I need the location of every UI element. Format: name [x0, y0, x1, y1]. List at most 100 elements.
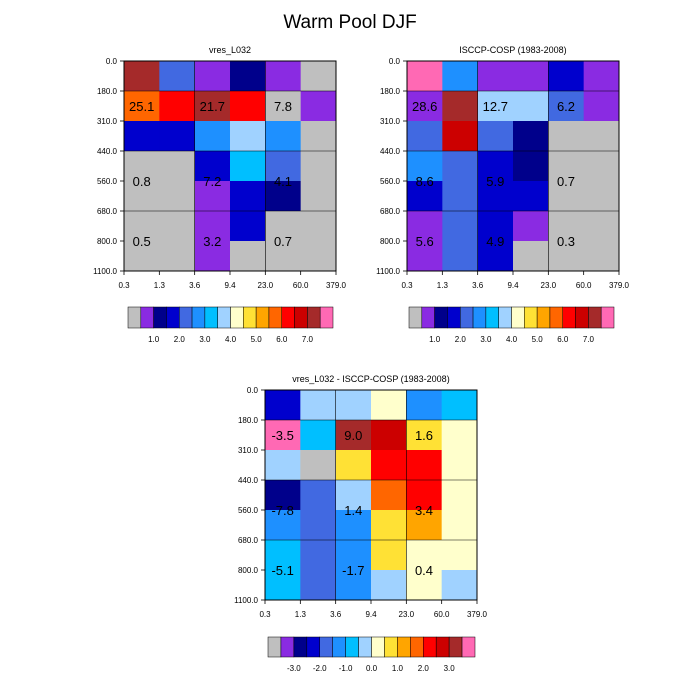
colorbar-swatch: [280, 636, 295, 658]
colorbar-label: 7.0: [583, 335, 595, 344]
heatmap-cell: [548, 61, 585, 92]
heatmap-cell: [371, 540, 407, 571]
data-label: 0.3: [557, 234, 575, 249]
x-tick-label: 23.0: [258, 281, 274, 290]
colorbar-swatch: [267, 636, 282, 658]
colorbar-label: 6.0: [276, 335, 288, 344]
heatmap-cell: [477, 181, 514, 212]
heatmap-cell: [124, 151, 160, 182]
colorbar-swatch: [410, 636, 424, 658]
heatmap-cell: [442, 121, 479, 152]
heatmap-cell: [124, 61, 160, 92]
data-label: 12.7: [483, 99, 508, 114]
y-tick-label: 310.0: [97, 117, 118, 126]
heatmap-cell: [583, 91, 620, 122]
data-label: 28.6: [412, 99, 437, 114]
heatmap-cell: [265, 61, 302, 92]
colorbar-swatch: [293, 636, 308, 658]
x-tick-label: 379.0: [609, 281, 630, 290]
y-tick-label: 800.0: [380, 237, 401, 246]
x-tick-label: 3.6: [189, 281, 201, 290]
y-tick-label: 180.0: [380, 87, 401, 96]
heatmap-cell: [300, 241, 337, 272]
heatmap-cell: [335, 390, 372, 421]
heatmap-cell: [265, 151, 302, 182]
colorbar-swatch: [549, 306, 563, 329]
panel-title: vres_L032: [209, 45, 251, 55]
heatmap-cell: [513, 61, 549, 92]
colorbar-swatch: [447, 306, 461, 329]
data-label: 0.8: [133, 174, 151, 189]
heatmap-cell: [230, 181, 266, 212]
heatmap-cell: [265, 121, 302, 152]
heatmap-cell: [548, 241, 585, 272]
y-tick-label: 440.0: [380, 147, 401, 156]
colorbar-label: 1.0: [429, 335, 441, 344]
y-tick-label: 0.0: [247, 386, 259, 395]
heatmap-cell: [159, 241, 196, 272]
heatmap-cell: [407, 241, 443, 272]
heatmap-cell: [194, 211, 231, 242]
colorbar-label: 1.0: [392, 664, 404, 673]
y-tick-label: 560.0: [380, 177, 401, 186]
heatmap-cell: [442, 91, 479, 122]
colorbar-swatch: [536, 306, 551, 329]
colorbar-swatch: [204, 306, 218, 329]
data-label: 8.6: [416, 174, 434, 189]
heatmap-cell: [124, 91, 160, 122]
heatmap-cell: [335, 510, 372, 541]
colorbar-label: 4.0: [506, 335, 518, 344]
heatmap-panel-2: ISCCP-COSP (1983-2008) 0.0 180.0 310.0 440.0…: [376, 45, 629, 344]
colorbar-swatch: [345, 636, 359, 658]
heatmap-cell: [441, 480, 478, 511]
figure-title: Warm Pool DJF: [283, 12, 417, 33]
colorbar-swatch: [485, 306, 499, 329]
heatmap-cell: [265, 91, 302, 122]
colorbar-swatch: [255, 306, 270, 329]
heatmap-cell: [194, 181, 231, 212]
heatmap-cell: [406, 480, 443, 511]
y-tick-label: 680.0: [238, 536, 259, 545]
heatmap-cell: [371, 480, 407, 511]
heatmap-cell: [407, 151, 443, 182]
heatmap-cell: [335, 480, 372, 511]
colorbar-swatch: [498, 306, 512, 329]
heatmap-cell: [406, 450, 443, 481]
colorbar-swatch: [358, 636, 372, 658]
heatmap-cell: [300, 480, 337, 511]
colorbar-label: 5.0: [532, 335, 544, 344]
heatmap-cell: [265, 390, 301, 421]
heatmap-cell: [300, 570, 337, 601]
x-tick-label: 1.3: [154, 281, 166, 290]
colorbar-label: 3.0: [480, 335, 492, 344]
heatmap-cell: [406, 540, 443, 571]
data-label: 1.6: [415, 428, 433, 443]
heatmap-cell: [513, 241, 549, 272]
heatmap-cell: [513, 151, 549, 182]
colorbar-swatch: [524, 306, 538, 329]
heatmap-cell: [194, 121, 231, 152]
y-tick-label: 560.0: [97, 177, 118, 186]
heatmap-cell: [265, 241, 302, 272]
data-label: 3.2: [203, 234, 221, 249]
colorbar-label: 4.0: [225, 335, 237, 344]
heatmap-cell: [407, 211, 443, 242]
colorbar-swatch: [408, 306, 423, 329]
colorbar-swatch: [179, 306, 193, 329]
x-tick-label: 60.0: [293, 281, 309, 290]
heatmap-cell: [583, 151, 620, 182]
heatmap-cell: [159, 121, 196, 152]
heatmap-cell: [548, 91, 585, 122]
heatmap-cell: [441, 540, 478, 571]
colorbar-swatch: [448, 636, 463, 658]
heatmap-cell: [442, 241, 479, 272]
data-label: 5.9: [486, 174, 504, 189]
heatmap-cell: [265, 480, 301, 511]
data-label: 0.7: [557, 174, 575, 189]
data-label: -7.8: [271, 503, 293, 518]
heatmap-cell: [407, 121, 443, 152]
heatmap-cell: [548, 121, 585, 152]
heatmap-cell: [335, 540, 372, 571]
colorbar-label: 6.0: [557, 335, 569, 344]
